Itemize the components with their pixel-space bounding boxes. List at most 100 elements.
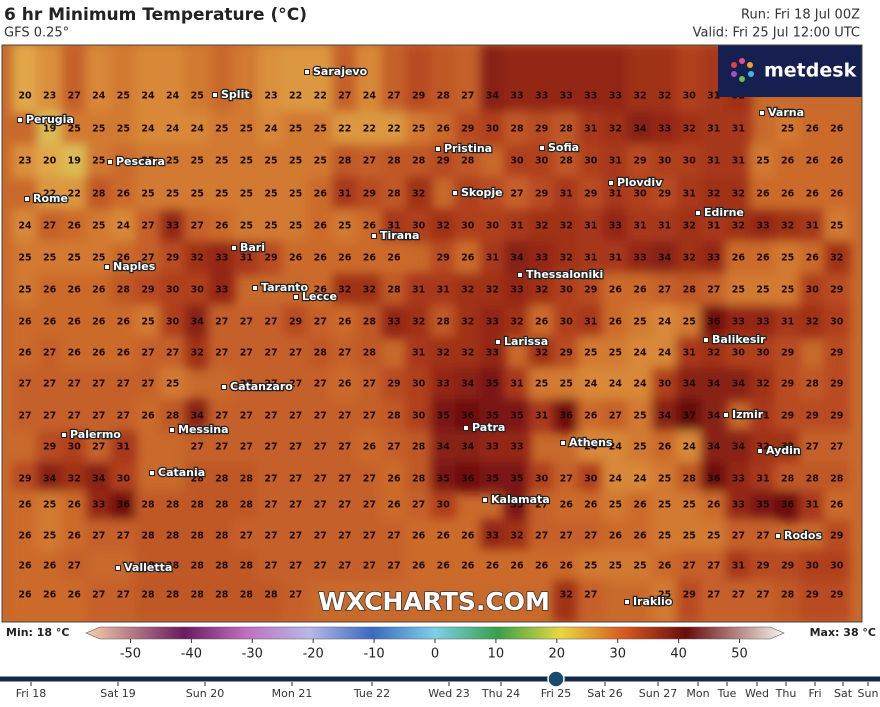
temperature-value: 31 xyxy=(658,221,671,232)
temperature-cell xyxy=(331,176,359,211)
temperature-value: 32 xyxy=(560,253,573,264)
temperature-cell xyxy=(356,144,383,179)
temperature-value: 29 xyxy=(535,124,548,135)
city-marker xyxy=(452,190,458,196)
temperature-value: 24 xyxy=(633,379,647,390)
timeline-label[interactable]: Sun xyxy=(858,687,879,700)
temperature-cell xyxy=(627,367,654,401)
timeline-label[interactable]: Sat 26 xyxy=(587,687,623,700)
temperature-cell xyxy=(356,45,383,114)
timeline-slider[interactable] xyxy=(547,670,565,688)
temperature-cell xyxy=(504,241,531,275)
temperature-cell xyxy=(504,399,531,433)
temperature-value: 28 xyxy=(437,91,451,102)
temperature-cell xyxy=(12,241,39,275)
timeline-label[interactable]: Thu xyxy=(775,687,797,700)
temperature-cell xyxy=(799,550,826,582)
temperature-value: 25 xyxy=(756,156,769,167)
timeline-label[interactable]: Sat 19 xyxy=(100,687,136,700)
city-name: Athens xyxy=(569,436,613,449)
temperature-value: 32 xyxy=(707,189,720,200)
timeline-label[interactable]: Wed 23 xyxy=(428,687,469,700)
temperature-cell xyxy=(750,430,777,464)
temperature-cell xyxy=(823,305,851,339)
temperature-cell xyxy=(307,305,334,339)
temperature-value: 34 xyxy=(43,474,57,485)
temperature-value: 31 xyxy=(584,221,597,232)
temperature-value: 26 xyxy=(68,285,82,296)
temperature-value: 24 xyxy=(18,221,32,232)
temperature-cell xyxy=(528,241,556,275)
temperature-value: 31 xyxy=(437,285,450,296)
timeline-label[interactable]: Thu 24 xyxy=(481,687,520,700)
temperature-cell xyxy=(233,111,260,146)
temperature-cell xyxy=(85,209,113,243)
temperature-value: 30 xyxy=(535,156,549,167)
logo: metdesk xyxy=(764,60,857,82)
temperature-cell xyxy=(676,336,703,370)
temperature-cell xyxy=(750,367,777,401)
temperature-value: 31 xyxy=(707,91,720,102)
timeline-label[interactable]: Fri 18 xyxy=(16,687,47,700)
temperature-cell xyxy=(356,430,383,464)
temperature-cell xyxy=(627,462,654,493)
city-marker xyxy=(723,412,729,418)
temperature-value: 28 xyxy=(215,474,229,485)
timeline-label[interactable]: Sun 27 xyxy=(639,687,677,700)
temperature-cell xyxy=(381,209,408,243)
temperature-value: 25 xyxy=(264,221,277,232)
temperature-cell xyxy=(135,399,162,433)
temperature-cell xyxy=(61,491,88,522)
temperature-cell xyxy=(381,273,408,307)
temperature-value: 28 xyxy=(683,285,697,296)
temperature-value: 33 xyxy=(166,221,179,232)
temperature-cell xyxy=(430,144,457,179)
temperature-value: 25 xyxy=(43,253,56,264)
temperature-value: 25 xyxy=(240,156,253,167)
temperature-cell xyxy=(331,45,359,114)
temperature-value: 29 xyxy=(830,411,843,422)
timeline-label[interactable]: Fri 25 xyxy=(541,687,572,700)
temperature-cell xyxy=(258,519,285,552)
timeline-label[interactable]: Mon xyxy=(686,687,709,700)
temperature-cell xyxy=(356,491,383,522)
temperature-cell xyxy=(307,399,334,433)
temperature-value: 27 xyxy=(191,221,204,232)
timeline-label[interactable]: Wed xyxy=(745,687,769,700)
temperature-cell xyxy=(356,550,383,582)
temperature-value: 26 xyxy=(68,348,82,359)
temperature-value: 27 xyxy=(732,531,745,542)
temperature-value: 30 xyxy=(584,474,598,485)
temperature-value: 25 xyxy=(584,561,597,572)
temperature-value: 29 xyxy=(830,285,843,296)
temperature-cell xyxy=(184,550,211,582)
temperature-cell xyxy=(823,519,851,552)
temperature-cell xyxy=(61,176,88,211)
timeline-label[interactable]: Fri xyxy=(808,687,821,700)
temperature-value: 36 xyxy=(461,474,475,485)
temperature-value: 31 xyxy=(510,379,523,390)
temperature-value: 32 xyxy=(830,253,843,264)
temperature-value: 25 xyxy=(412,124,425,135)
temperature-value: 31 xyxy=(609,253,622,264)
timeline-label[interactable]: Mon 21 xyxy=(272,687,313,700)
timeline-label[interactable]: Sun 20 xyxy=(186,687,224,700)
temperature-cell xyxy=(331,367,359,401)
temperature-value: 22 xyxy=(338,124,351,135)
city-marker xyxy=(212,92,218,98)
timeline-label[interactable]: Tue 22 xyxy=(353,687,390,700)
temperature-value: 25 xyxy=(633,442,646,453)
temperature-value: 25 xyxy=(43,500,56,511)
temperature-cell xyxy=(110,336,137,370)
timeline[interactable]: Fri 18 Sat 19 Sun 20 Mon 21 Tue 22 Wed 23 Thu … xyxy=(16,682,879,700)
temperature-value: 25 xyxy=(264,156,277,167)
temperature-value: 27 xyxy=(68,561,81,572)
timeline-label[interactable]: Sat xyxy=(834,687,853,700)
temperature-value: 35 xyxy=(486,474,499,485)
temperature-cell xyxy=(676,367,703,401)
timeline-label[interactable]: Tue xyxy=(717,687,737,700)
temperature-value: 34 xyxy=(732,379,746,390)
temperature-value: 33 xyxy=(756,317,769,328)
temperature-value: 24 xyxy=(264,124,278,135)
temperature-value: 25 xyxy=(92,124,105,135)
